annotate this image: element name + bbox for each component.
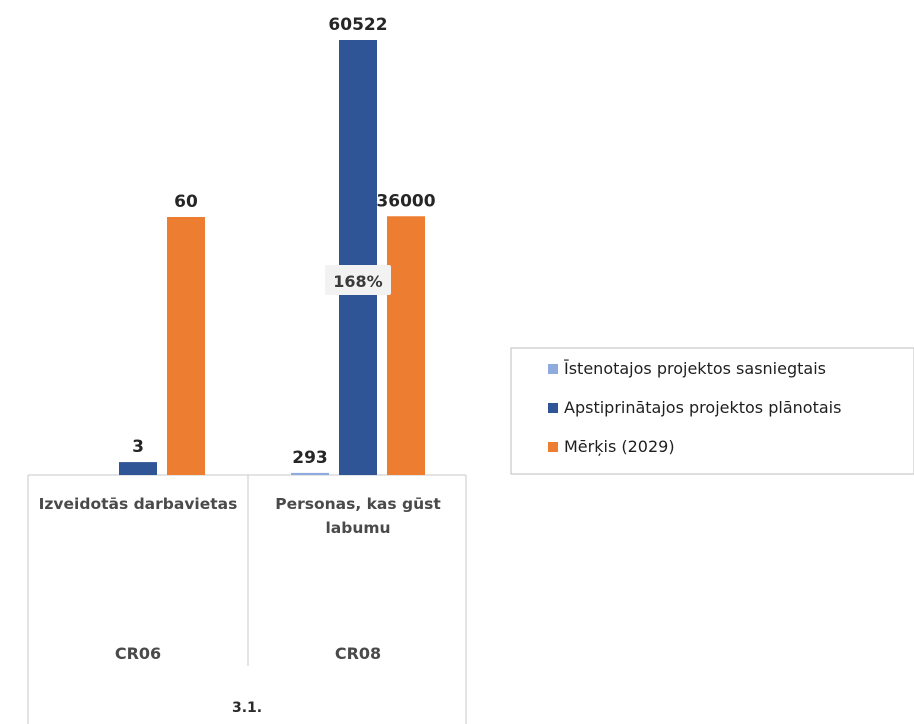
bar-apstiprina-tajos-projektos-pla-notais-1: [339, 40, 377, 475]
bar-i-stenotajos-projektos-sasniegtais-1: [291, 472, 329, 475]
value-label-i-stenotajos-projektos-sasniegtais-1: 293: [292, 448, 328, 468]
legend-box: [510, 347, 914, 475]
value-labels-layer: 3 60 293 60522 36000 168%: [132, 15, 436, 468]
legend: Īstenotajos projektos sasniegtais Apstipr…: [510, 347, 914, 475]
code-label-0: CR06: [115, 644, 161, 663]
legend-label-me-rk-is-2029: Mērķis (2029): [564, 437, 675, 456]
value-label-apstiprina-tajos-projektos-pla-notais-1: 60522: [328, 15, 387, 35]
code-label-1: CR08: [335, 644, 381, 663]
category-label-0-line-0: Izveidotās darbavietas: [39, 495, 238, 513]
category-label-1-line-0: Personas, kas gūst: [275, 495, 441, 513]
annotation-label-0: 168%: [333, 272, 382, 291]
category-label-1-line-1: labumu: [325, 519, 390, 537]
legend-label-i-stenotajos-projektos-sasniegtais: Īstenotajos projektos sasniegtais: [564, 359, 826, 378]
group-label: 3.1.: [232, 700, 262, 716]
annotation-box-0: [325, 265, 391, 295]
legend-label-apstiprina-tajos-projektos-pla-notais: Apstiprinātajos projektos plānotais: [564, 398, 841, 417]
bar-me-rk-is-2029-0: [167, 217, 205, 475]
legend-swatch-i-stenotajos-projektos-sasniegtais: [548, 364, 558, 374]
legend-swatch-me-rk-is-2029: [548, 442, 558, 452]
category-labels-layer: Izveidotās darbavietas CR06 Personas, kas …: [39, 495, 442, 663]
value-label-me-rk-is-2029-1: 36000: [376, 191, 435, 211]
value-label-apstiprina-tajos-projektos-pla-notais-0: 3: [132, 437, 144, 457]
bars-layer: [119, 40, 425, 476]
bar-apstiprina-tajos-projektos-pla-notais-0: [119, 462, 157, 475]
value-label-me-rk-is-2029-0: 60: [174, 192, 198, 212]
legend-swatch-apstiprina-tajos-projektos-pla-notais: [548, 403, 558, 413]
bar-me-rk-is-2029-1: [387, 216, 425, 476]
